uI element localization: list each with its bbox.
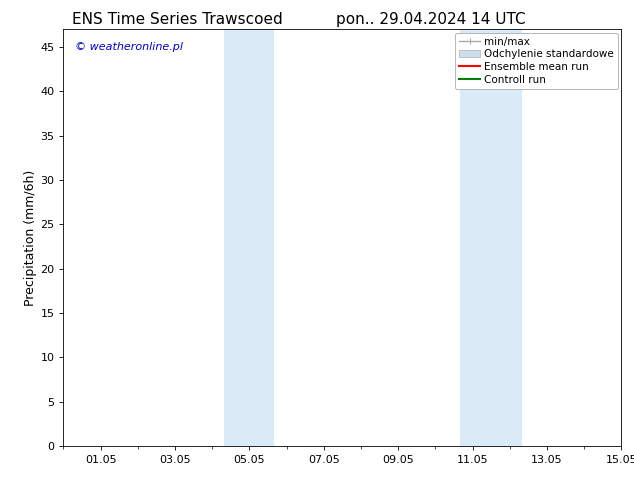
Text: ENS Time Series Trawscoed: ENS Time Series Trawscoed [72, 12, 283, 27]
Y-axis label: Precipitation (mm/6h): Precipitation (mm/6h) [25, 170, 37, 306]
Text: © weatheronline.pl: © weatheronline.pl [75, 42, 183, 52]
Legend: min/max, Odchylenie standardowe, Ensemble mean run, Controll run: min/max, Odchylenie standardowe, Ensembl… [455, 32, 618, 89]
Bar [224, 29, 275, 446]
Bar [460, 29, 522, 446]
Text: pon.. 29.04.2024 14 UTC: pon.. 29.04.2024 14 UTC [336, 12, 526, 27]
